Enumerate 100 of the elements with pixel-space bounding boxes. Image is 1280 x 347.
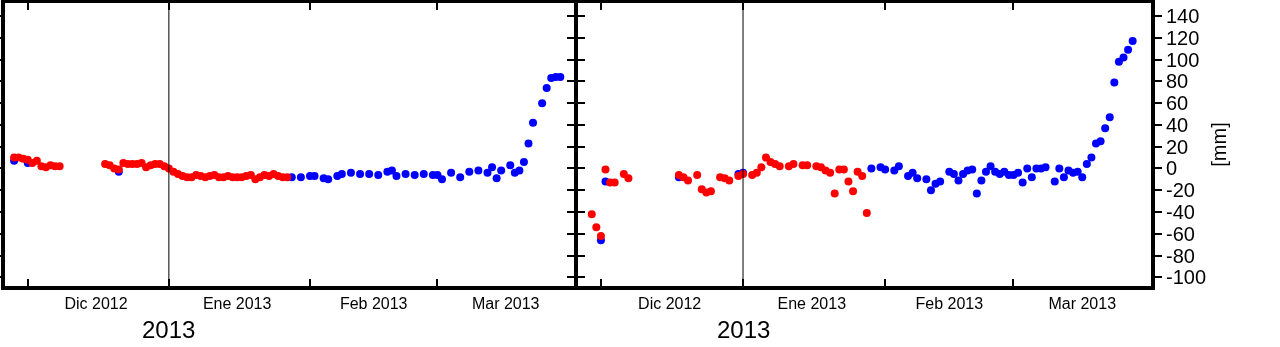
point	[419, 169, 428, 178]
point	[32, 156, 41, 165]
point	[437, 175, 446, 184]
point	[803, 161, 812, 170]
point	[1023, 164, 1032, 173]
y-tick-label: 20	[1166, 135, 1189, 158]
point	[1041, 163, 1050, 172]
point	[1073, 167, 1082, 176]
point	[752, 168, 761, 177]
x-tick-label: Dic 2012	[638, 295, 702, 313]
point	[1105, 113, 1114, 122]
point	[949, 169, 958, 178]
point	[592, 223, 601, 232]
y-tick-label: -40	[1166, 200, 1195, 223]
y-tick-label: -60	[1166, 222, 1195, 245]
y-tick-label: -20	[1166, 179, 1195, 202]
point	[757, 163, 766, 172]
point	[492, 174, 501, 183]
x-tick-label: Mar 2013	[471, 295, 540, 313]
point	[324, 175, 333, 184]
point	[392, 172, 401, 181]
point	[447, 168, 456, 177]
point	[894, 162, 903, 171]
point	[1128, 37, 1137, 46]
point	[706, 187, 715, 196]
point	[374, 170, 383, 179]
point	[830, 189, 839, 198]
point	[337, 169, 346, 178]
point	[725, 176, 734, 185]
y-tick-label: 60	[1166, 92, 1189, 115]
point	[1078, 173, 1087, 182]
point	[693, 170, 702, 179]
point	[913, 174, 922, 183]
point	[410, 170, 419, 179]
point	[972, 189, 981, 198]
point	[1110, 78, 1119, 87]
point	[1059, 173, 1068, 182]
text: 2013	[717, 316, 771, 343]
y-tick-label: -80	[1166, 244, 1195, 267]
point	[296, 173, 305, 182]
y-tick-label: 120	[1166, 26, 1200, 49]
point	[936, 177, 945, 186]
point	[922, 175, 931, 184]
point	[529, 118, 538, 127]
point	[465, 167, 474, 176]
point	[826, 168, 835, 177]
point	[1050, 177, 1059, 186]
point	[858, 172, 867, 181]
point	[433, 170, 442, 179]
point	[497, 166, 506, 175]
y-tick-label: 0	[1166, 157, 1178, 180]
point	[587, 210, 596, 219]
point	[844, 177, 853, 186]
point	[849, 187, 858, 196]
point	[538, 99, 547, 108]
y-tick-label: 140	[1166, 5, 1200, 28]
point	[977, 176, 986, 185]
point	[365, 169, 374, 178]
text: 2013	[142, 316, 196, 343]
y-axis-title: [mm]	[1208, 122, 1231, 167]
point	[881, 165, 890, 174]
point	[1101, 124, 1110, 133]
point	[1087, 153, 1096, 162]
point	[789, 160, 798, 169]
point	[1014, 168, 1023, 177]
point	[1124, 45, 1133, 54]
point	[684, 176, 693, 185]
point	[775, 162, 784, 171]
point	[556, 73, 565, 82]
point	[515, 166, 524, 175]
x-tick-label: Dic 2012	[64, 295, 128, 313]
point	[1018, 178, 1027, 187]
x-tick-label: Ene 2013	[777, 295, 847, 313]
point	[524, 139, 533, 148]
point	[624, 174, 633, 183]
point	[483, 168, 492, 177]
point	[981, 167, 990, 176]
point	[1096, 137, 1105, 146]
point	[356, 169, 365, 178]
point	[1119, 53, 1128, 62]
point	[601, 165, 610, 174]
point	[926, 186, 935, 195]
y-tick-label: 100	[1166, 48, 1200, 71]
point	[519, 157, 528, 166]
point	[506, 161, 515, 170]
point	[862, 209, 871, 218]
point	[488, 163, 497, 172]
point	[387, 166, 396, 175]
point	[283, 173, 292, 182]
point	[908, 168, 917, 177]
point	[1055, 164, 1064, 173]
x-tick-label: Feb 2013	[915, 295, 984, 313]
point	[542, 83, 551, 92]
x-tick-label: Ene 2013	[202, 295, 272, 313]
point	[1027, 173, 1036, 182]
point	[596, 231, 605, 240]
point	[954, 176, 963, 185]
point	[986, 162, 995, 171]
x-tick-label: Mar 2013	[1048, 295, 1117, 313]
y-tick-label: 40	[1166, 113, 1189, 136]
